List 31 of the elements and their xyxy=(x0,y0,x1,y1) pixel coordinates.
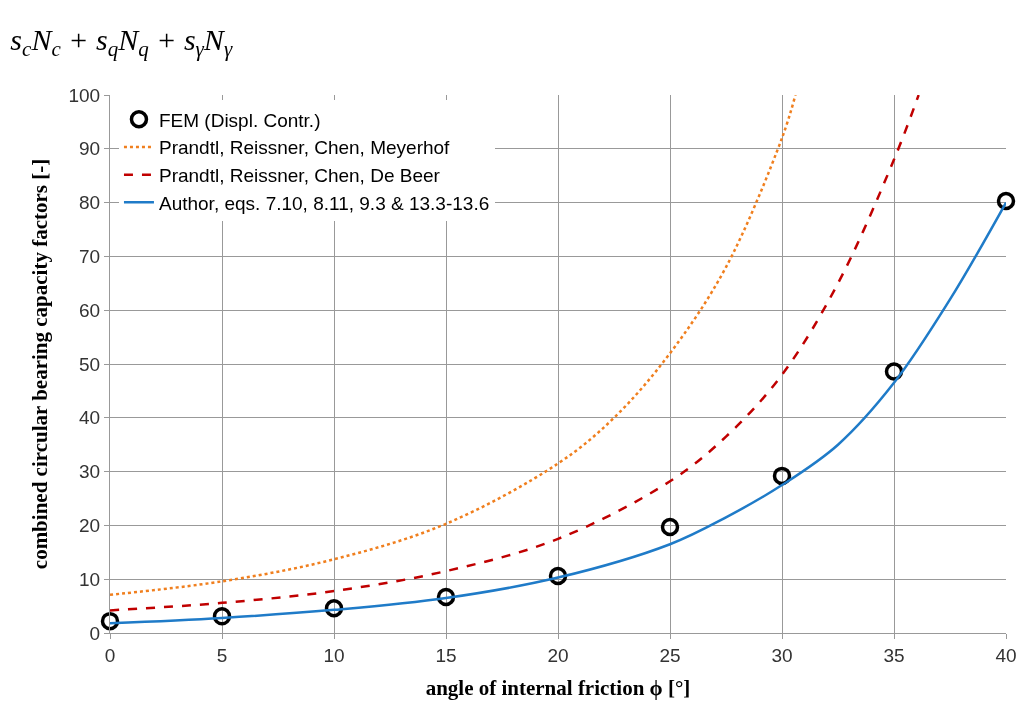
x-tick-label: 15 xyxy=(435,644,457,666)
y-axis-title: combined circular bearing capacity factors [-] xyxy=(27,158,52,570)
legend-label: Author, eqs. 7.10, 8.11, 9.3 & 13.3-13.6 xyxy=(158,192,490,214)
x-tick-label: 30 xyxy=(771,644,793,666)
y-tick-label: 70 xyxy=(79,246,101,268)
y-tick-label: 80 xyxy=(79,192,101,214)
x-tick-label: 10 xyxy=(323,644,345,666)
x-tick-label: 5 xyxy=(216,644,228,666)
x-tick-label: 25 xyxy=(659,644,681,666)
line-series xyxy=(110,95,797,597)
y-tick-label: 10 xyxy=(79,568,101,590)
x-tick-label: 0 xyxy=(104,644,116,666)
chart-title: s$_{c}$N$_{c}$ + s$_{q}$N$_{q}$ + s$_{γ}$N$_{γ}$ xyxy=(10,22,233,61)
x-tick-label: 20 xyxy=(547,644,569,666)
y-tick-label: 90 xyxy=(79,138,101,160)
y-tick-label: 0 xyxy=(89,622,101,644)
y-tick-label: 60 xyxy=(79,299,101,321)
point xyxy=(996,191,1016,211)
x-axis-title: angle of internal friction ϕ [°] xyxy=(425,676,691,700)
y-tick-label: 100 xyxy=(68,84,101,106)
x-tick-label: 40 xyxy=(995,644,1017,666)
y-tick-label: 50 xyxy=(79,353,101,375)
legend-label: FEM (Displ. Contr.) xyxy=(158,109,321,131)
y-tick-label: 30 xyxy=(79,461,101,483)
x-tick-label: 35 xyxy=(883,644,905,666)
y-tick-label: 20 xyxy=(79,515,101,537)
legend-label: Prandtl, Reissner, Chen, Meyerhof xyxy=(158,137,451,159)
point xyxy=(100,611,120,631)
y-tick-label: 40 xyxy=(79,407,101,429)
legend-label: Prandtl, Reissner, Chen, De Beer xyxy=(158,165,441,187)
point xyxy=(660,517,680,537)
